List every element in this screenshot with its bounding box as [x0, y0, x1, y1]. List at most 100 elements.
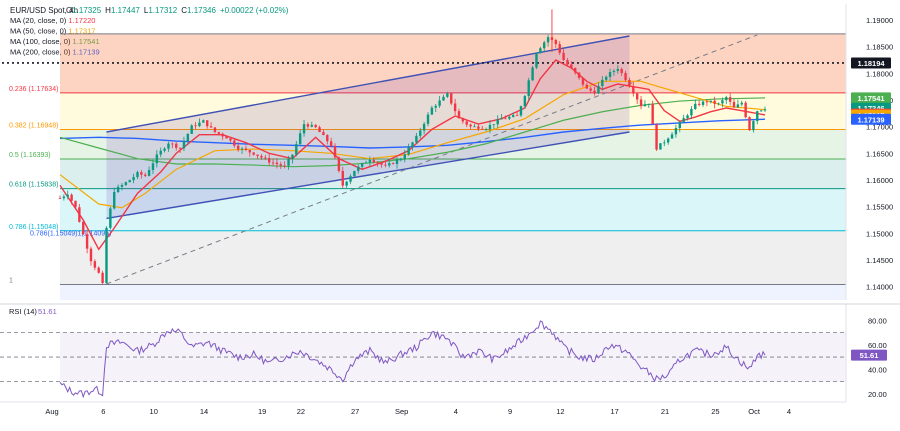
candle-body	[531, 67, 534, 81]
candle-body	[198, 122, 201, 126]
candle-body	[113, 192, 116, 209]
candle-body	[341, 170, 344, 186]
candle-body	[89, 248, 93, 262]
candle-body	[167, 143, 170, 149]
candle-body	[725, 97, 728, 101]
candle-body	[562, 52, 565, 61]
candle-body	[616, 69, 620, 71]
candle-body	[446, 93, 449, 97]
price-tick-label: 1.19000	[866, 16, 893, 25]
candle-body	[666, 138, 670, 143]
candle-body	[62, 196, 66, 199]
time-tick-label: 4	[454, 407, 458, 416]
candle-body	[171, 143, 174, 145]
ma-legend-value: 1.17541	[73, 37, 100, 46]
price-axis-badge-label: 1.17139	[857, 115, 884, 124]
time-tick-label: 17	[611, 407, 619, 416]
candle-body	[597, 86, 600, 94]
candle-body	[186, 133, 190, 142]
candle-body	[500, 118, 503, 120]
rsi-tick-label: 20.00	[868, 390, 887, 399]
candle-body	[202, 120, 205, 123]
candle-body	[434, 105, 437, 108]
candle-body	[380, 163, 383, 165]
ohlc-value: 1.17447	[111, 6, 140, 15]
candle-body	[345, 181, 348, 186]
candle-body	[411, 142, 414, 148]
candle-body	[473, 126, 476, 128]
candle-body	[546, 37, 550, 43]
candle-body	[469, 124, 472, 127]
ohlc-key: H	[105, 6, 111, 15]
ma-legend-item: MA (20, close, 0) 1.17220	[10, 16, 95, 25]
fib-overlay-label: 0.786(1.15049)1(1.14095)	[30, 231, 111, 238]
fib-band	[60, 230, 846, 285]
candle-body	[539, 48, 542, 54]
candle-body	[492, 124, 496, 126]
candle-body	[624, 73, 627, 80]
time-tick-label: 4	[787, 407, 791, 416]
candle-body	[136, 172, 139, 178]
candle-body	[279, 164, 283, 166]
ohlc-value: 1.17325	[72, 6, 101, 15]
fib-band	[60, 188, 846, 231]
candle-body	[415, 135, 418, 143]
price-tick-label: 1.16000	[866, 176, 893, 185]
candle-body	[709, 100, 712, 102]
time-tick-label: 22	[297, 407, 305, 416]
candle-body	[144, 174, 147, 176]
candle-body	[756, 111, 759, 122]
candle-body	[573, 67, 577, 73]
time-tick-label: 27	[351, 407, 359, 416]
time-tick-label: Oct	[748, 407, 761, 416]
candle-body	[581, 77, 585, 85]
price-axis-badge	[851, 113, 891, 125]
ma-legend-label: MA (200, close, 0)	[10, 48, 73, 57]
candle-body	[728, 97, 732, 102]
candle-body	[496, 119, 499, 125]
candle-body	[291, 154, 294, 159]
candle-body	[399, 159, 403, 161]
candle-body	[175, 143, 178, 148]
candle-body	[101, 272, 104, 283]
candle-body	[147, 169, 151, 176]
time-tick-label: 21	[661, 407, 669, 416]
candle-body	[298, 133, 302, 145]
time-tick-label: 14	[200, 407, 208, 416]
candle-body	[508, 116, 511, 119]
candle-body	[442, 96, 445, 101]
candle-body	[256, 154, 259, 156]
lower-band	[60, 284, 846, 300]
candle-body	[182, 141, 186, 149]
candle-body	[438, 100, 441, 106]
candle-body	[248, 149, 252, 153]
ohlc-value: 1.17312	[148, 6, 177, 15]
candle-body	[554, 39, 558, 45]
candle-body	[635, 93, 639, 100]
candle-body	[140, 172, 143, 175]
candle-body	[360, 163, 364, 167]
ma-legend-value: 1.17317	[68, 27, 95, 36]
candle-body	[190, 125, 193, 134]
candle-body	[283, 165, 286, 167]
ma-legend-item: MA (50, close, 0) 1.17317	[10, 27, 95, 36]
candle-body	[419, 130, 422, 136]
candle-body	[736, 104, 740, 108]
candle-body	[744, 102, 747, 118]
candle-body	[674, 128, 678, 135]
ma-legend-label: MA (20, close, 0)	[10, 16, 68, 25]
candle-body	[457, 111, 461, 119]
time-tick-label: 9	[508, 407, 512, 416]
candle-body	[159, 150, 162, 155]
candle-body	[349, 176, 352, 182]
candle-body	[221, 133, 224, 137]
time-tick-label: 25	[711, 407, 719, 416]
candle-body	[632, 86, 635, 94]
candle-body	[391, 163, 395, 165]
candle-body	[566, 60, 569, 65]
candle-body	[178, 147, 182, 149]
axes: 1.190001.185001.180001.175001.170001.165…	[0, 4, 900, 416]
candle-body	[403, 154, 406, 160]
